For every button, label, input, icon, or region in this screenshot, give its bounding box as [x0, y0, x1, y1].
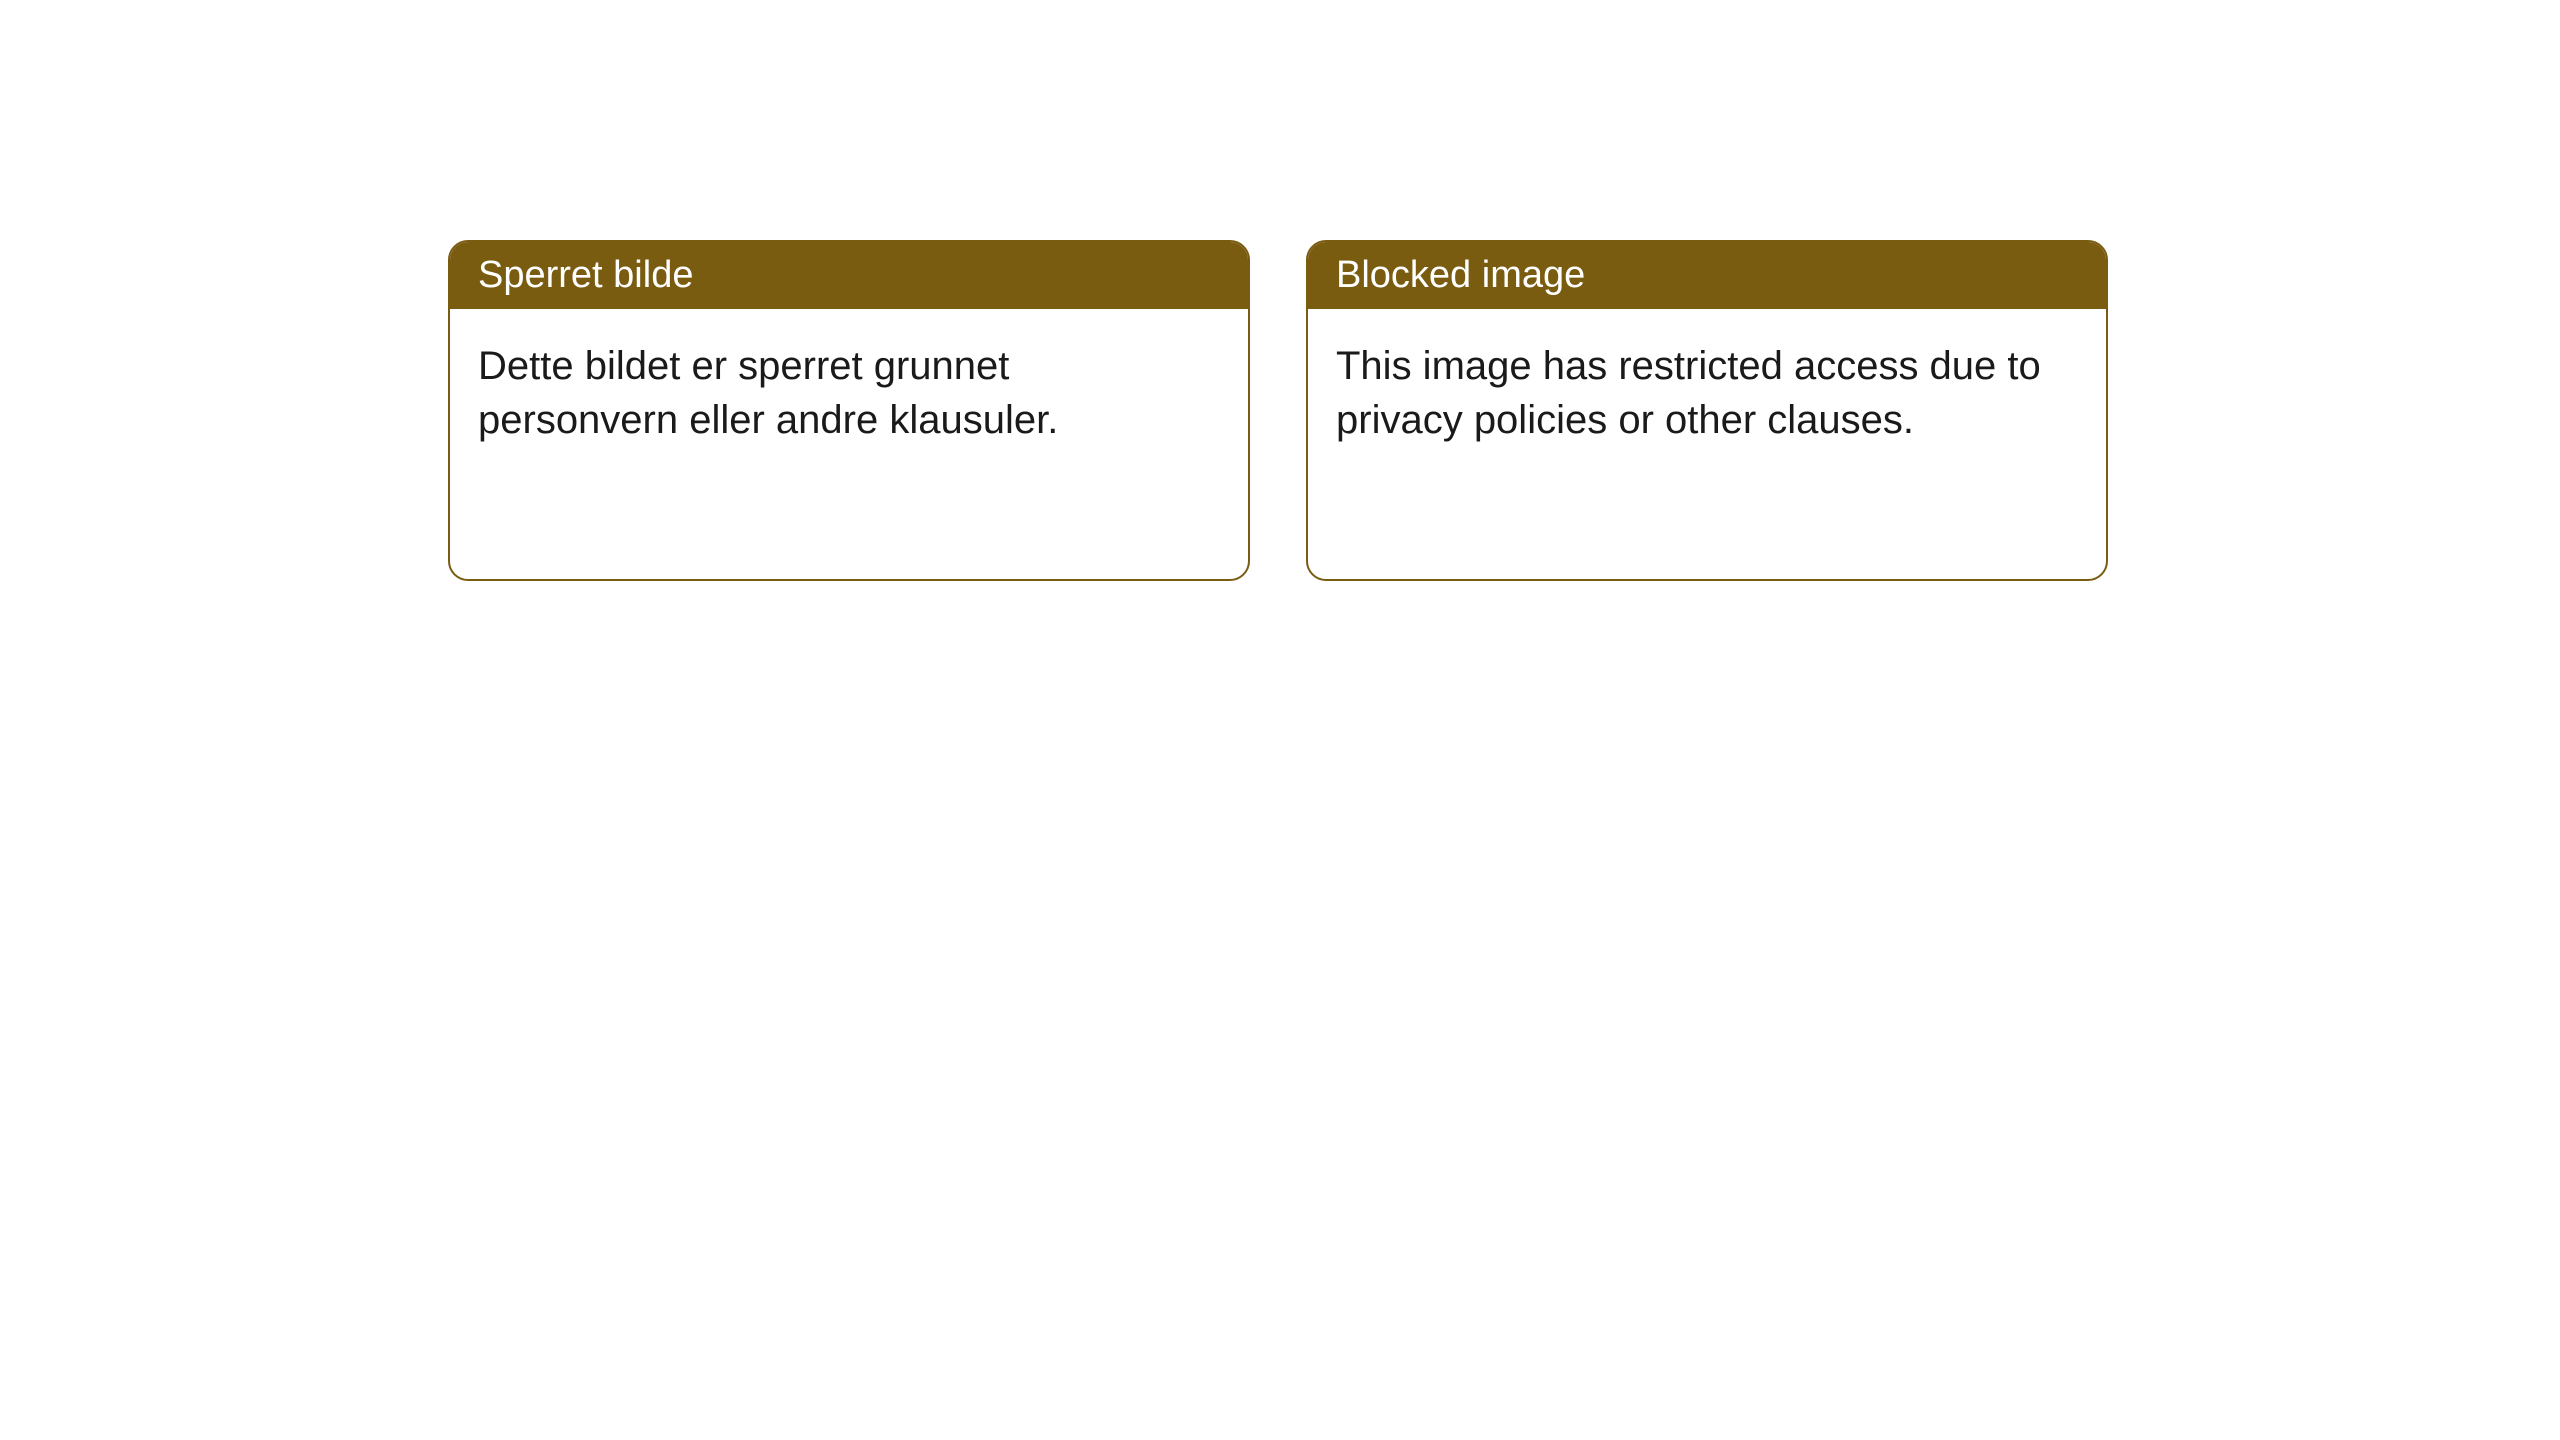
- notice-card-text: Dette bildet er sperret grunnet personve…: [478, 344, 1058, 442]
- notice-cards-container: Sperret bilde Dette bildet er sperret gr…: [448, 240, 2108, 581]
- notice-card-norwegian: Sperret bilde Dette bildet er sperret gr…: [448, 240, 1250, 581]
- notice-card-header: Blocked image: [1308, 242, 2106, 309]
- notice-card-text: This image has restricted access due to …: [1336, 344, 2041, 442]
- notice-card-header: Sperret bilde: [450, 242, 1248, 309]
- notice-card-title: Blocked image: [1336, 254, 1585, 296]
- notice-card-title: Sperret bilde: [478, 254, 693, 296]
- notice-card-body: This image has restricted access due to …: [1308, 309, 2106, 579]
- notice-card-body: Dette bildet er sperret grunnet personve…: [450, 309, 1248, 579]
- notice-card-english: Blocked image This image has restricted …: [1306, 240, 2108, 581]
